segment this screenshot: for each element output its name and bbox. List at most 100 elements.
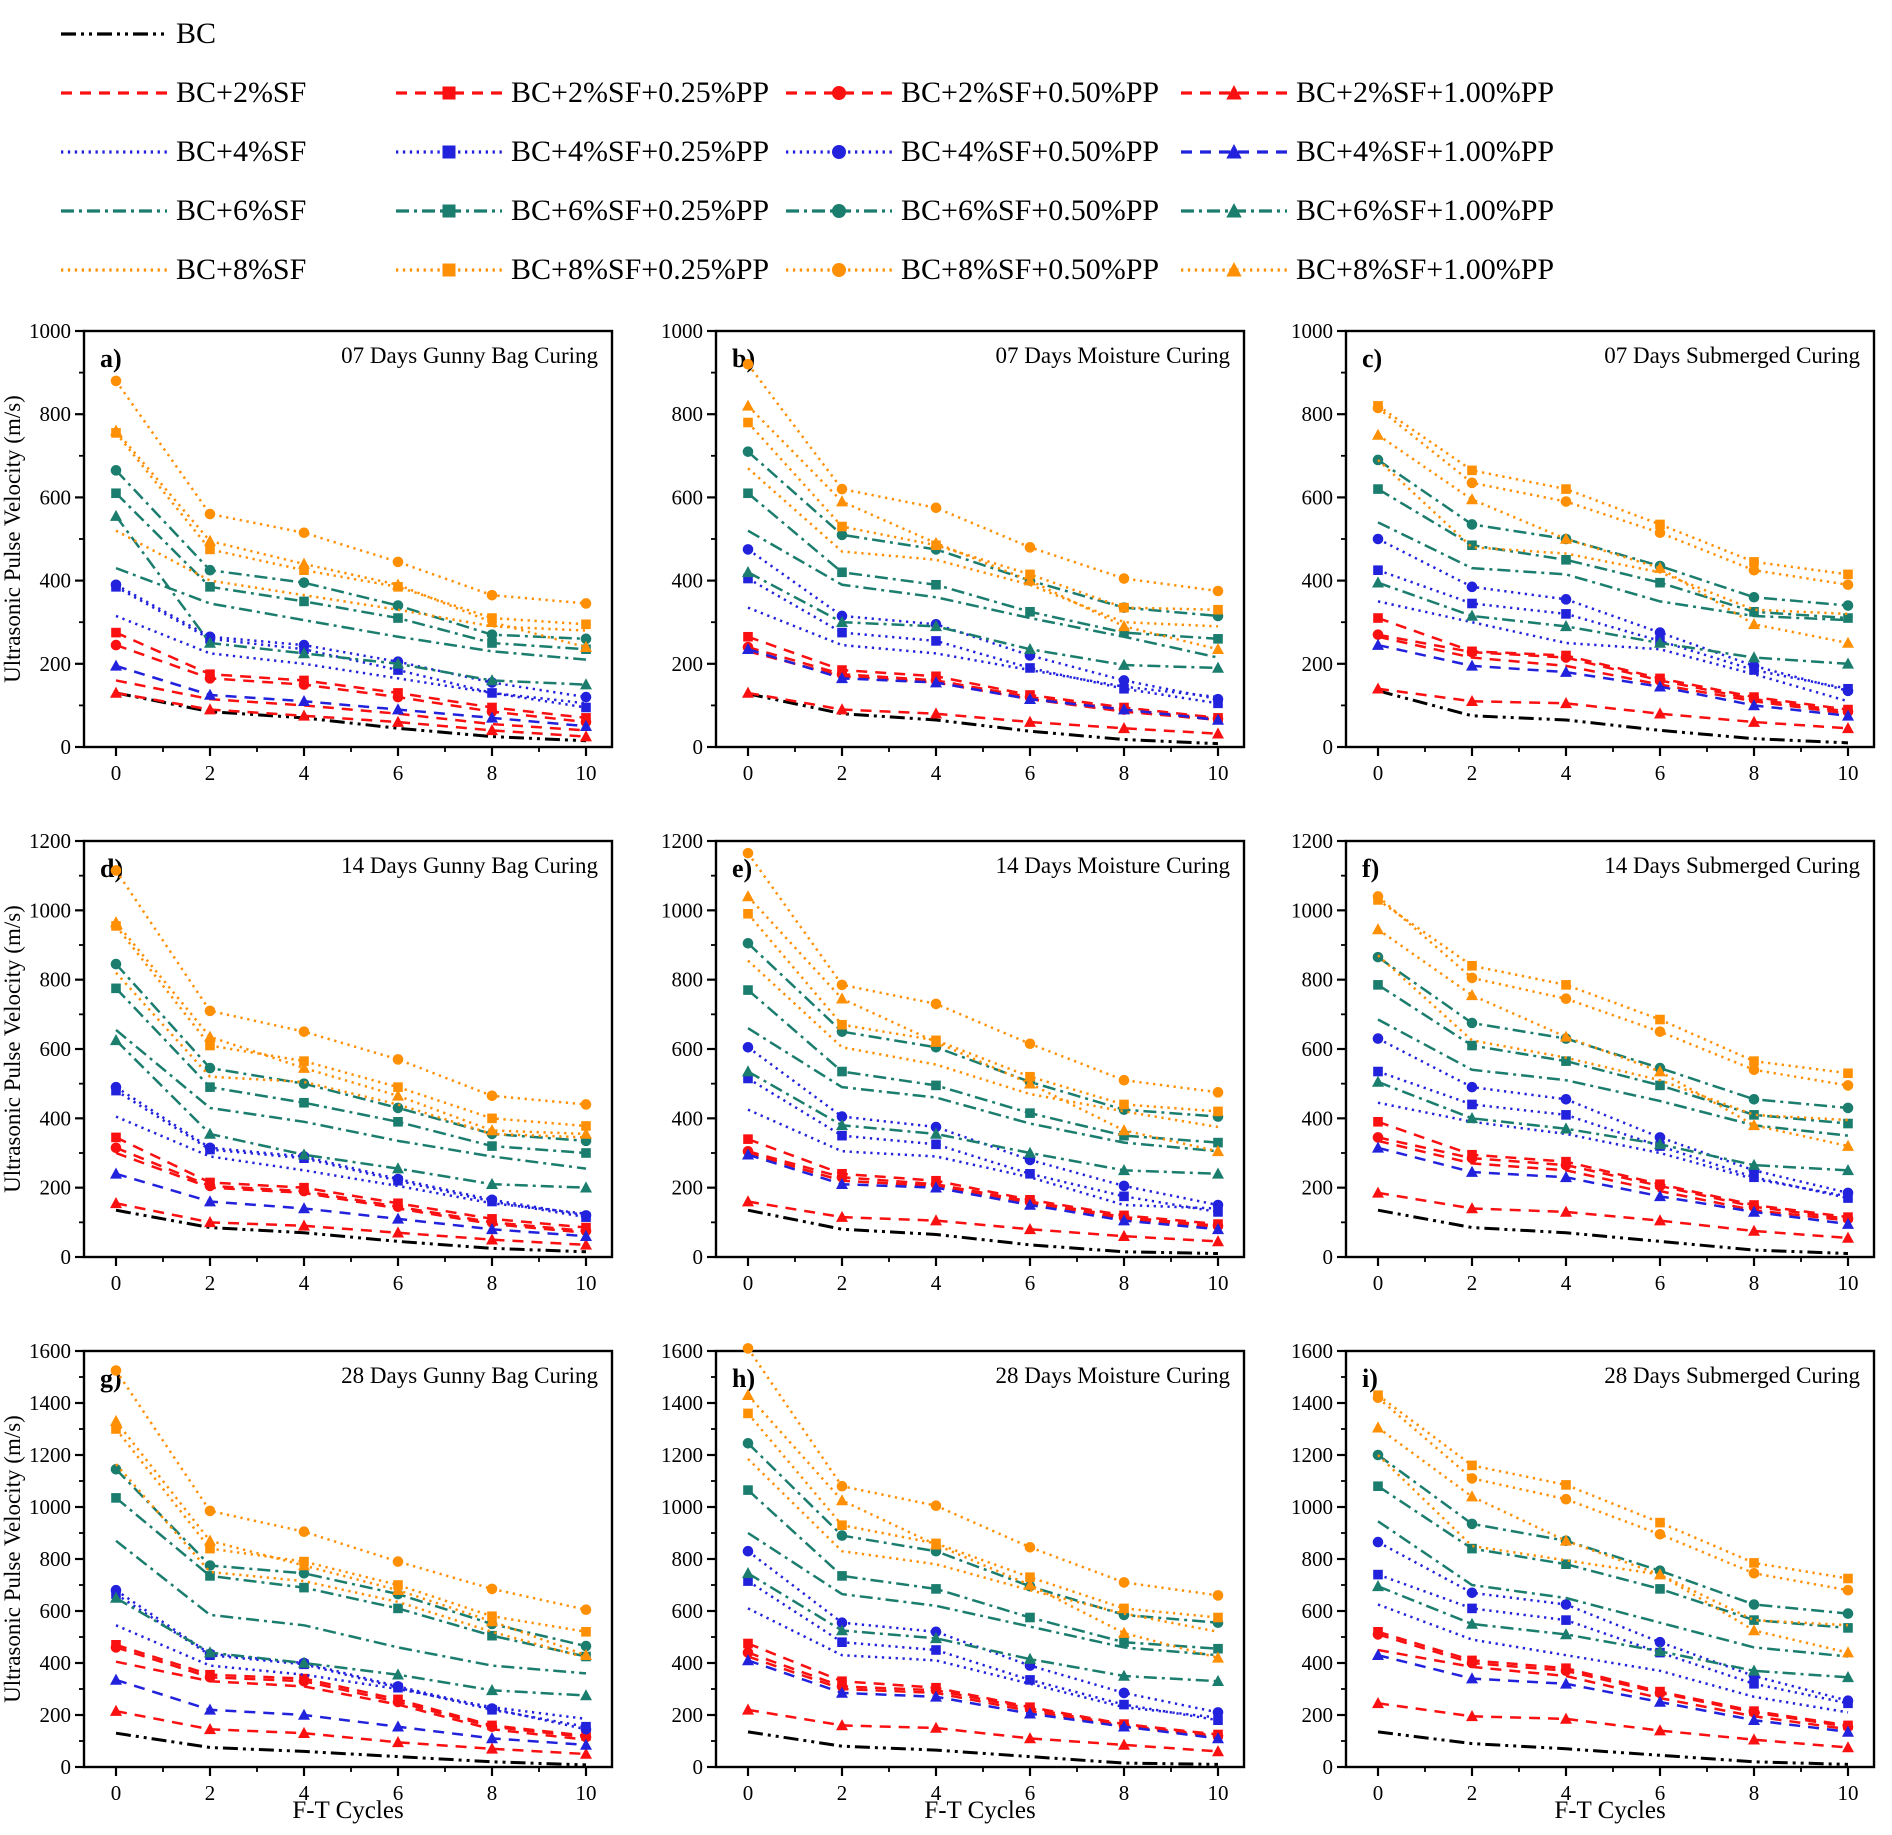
triangle-marker — [1842, 657, 1854, 669]
circle-marker — [110, 375, 122, 387]
series-line — [747, 1655, 1219, 1739]
triangle-marker — [1024, 574, 1036, 586]
square-marker — [487, 1113, 497, 1124]
series-line — [115, 1643, 587, 1738]
circle-marker — [1560, 594, 1572, 605]
series-line — [1377, 404, 1849, 576]
circle-marker — [1372, 1629, 1384, 1640]
triangle-marker — [298, 1559, 310, 1571]
series-BC+4%SF+1.00%PP — [742, 642, 1224, 725]
y-tick-label: 0 — [61, 1245, 72, 1269]
square-marker — [1119, 1603, 1129, 1614]
legend-row: BC+4%SF BC+4%SF+0.25%PP BC+4%SF+0.50%PP BC+… — [58, 122, 1892, 181]
triangle-marker — [204, 1703, 216, 1715]
triangle-marker — [298, 1061, 310, 1073]
legend-line-sample — [1181, 143, 1287, 158]
triangle-marker — [1466, 1710, 1478, 1722]
square-marker — [1561, 1110, 1571, 1120]
triangle-marker — [836, 992, 848, 1004]
circle-marker — [836, 1681, 848, 1692]
triangle-marker — [298, 1726, 310, 1738]
triangle-marker — [204, 1195, 216, 1207]
series-BC+2%SF+0.50%PP — [110, 1642, 592, 1743]
circle-marker — [298, 679, 310, 690]
series-line — [115, 1678, 587, 1747]
triangle-marker — [392, 1089, 404, 1101]
circle-marker — [580, 1724, 592, 1735]
triangle-marker — [1466, 1490, 1478, 1502]
square-marker — [1749, 607, 1759, 617]
circle-marker — [930, 1626, 942, 1638]
chart-panel-f: 0 200 400 600 800 1000 1200 0 2 4 6 8 10 f) 14 Days Su… — [1262, 815, 1892, 1325]
circle-marker — [742, 1041, 754, 1053]
square-marker — [111, 1424, 121, 1434]
series-line — [115, 614, 587, 705]
x-tick-label: 6 — [1655, 761, 1666, 785]
legend-label: BC+2%SF — [176, 75, 307, 109]
legend-label: BC+4%SF+0.50%PP — [901, 134, 1160, 168]
triangle-marker — [930, 620, 942, 632]
series-line — [115, 1428, 587, 1634]
square-marker — [1025, 607, 1035, 617]
circle-marker — [110, 639, 122, 651]
circle-marker — [930, 998, 942, 1010]
series-line — [747, 548, 1219, 701]
y-tick-label: 1000 — [1291, 1495, 1333, 1519]
series-BC+4%SF+0.50%PP — [742, 544, 1224, 705]
axis-ticks: 0 200 400 600 800 1000 1200 1400 1600 0 2 4 6 8 10 — [29, 1339, 597, 1805]
triangle-marker — [1118, 1124, 1130, 1136]
series-BC+2%SF — [1377, 635, 1849, 715]
triangle-marker — [930, 1538, 942, 1550]
x-tick-label: 10 — [1208, 761, 1229, 785]
chart-title: 07 Days Submerged Curing — [1604, 343, 1860, 368]
legend-label: BC+8%SF+0.50%PP — [901, 252, 1160, 286]
series-line — [1377, 1485, 1849, 1630]
series-line — [747, 1580, 1219, 1722]
x-axis-title: F-T Cycles — [1554, 1797, 1665, 1824]
triangle-marker — [1024, 715, 1036, 727]
square-marker — [743, 488, 753, 499]
square-marker — [1561, 555, 1571, 565]
series-BC+2%SF+1.00%PP — [110, 686, 592, 742]
series-BC+8%SF+0.25%PP — [1373, 1390, 1853, 1584]
square-marker — [1467, 961, 1477, 971]
y-tick-label: 400 — [40, 1651, 72, 1675]
plot-border — [1344, 839, 1876, 1259]
triangle-marker — [392, 715, 404, 727]
series-BC+8%SF+1.00%PP — [110, 916, 592, 1139]
triangle-marker — [204, 534, 216, 546]
square-marker — [1025, 1612, 1035, 1623]
square-marker — [837, 1066, 847, 1077]
circle-marker — [742, 1343, 754, 1354]
series-BC+8%SF+1.00%PP — [110, 424, 592, 652]
series-BC+4%SF+1.00%PP — [742, 1148, 1224, 1235]
circle-marker — [1466, 646, 1478, 658]
panel-letter: a) — [100, 344, 122, 373]
triangle-marker — [836, 1719, 848, 1731]
triangle-marker — [110, 1673, 122, 1685]
square-marker — [1373, 1481, 1383, 1491]
x-axis-title: F-T Cycles — [924, 1797, 1035, 1824]
x-tick-label: 8 — [1119, 761, 1130, 785]
square-marker — [837, 1637, 847, 1647]
square-marker — [1373, 1569, 1383, 1580]
series-line — [115, 921, 587, 1136]
series-BC+2%SF+1.00%PP — [110, 1196, 592, 1250]
series-line — [115, 1089, 587, 1219]
plot-border — [82, 329, 614, 749]
series-line — [747, 691, 1219, 735]
legend-row: BC+6%SF BC+6%SF+0.25%PP BC+6%SF+0.50%PP BC+… — [58, 181, 1892, 240]
square-marker — [299, 1582, 309, 1593]
series-line — [1377, 1208, 1849, 1256]
series-line — [115, 1202, 587, 1247]
triangle-marker — [1372, 1075, 1384, 1087]
triangle-marker — [742, 1703, 754, 1715]
y-tick-label: 800 — [672, 968, 704, 992]
series-line — [747, 577, 1219, 705]
triangle-marker — [1118, 1669, 1130, 1681]
series-line — [747, 959, 1219, 1129]
series-BC+8%SF+0.25%PP — [743, 909, 1223, 1117]
square-marker — [1373, 613, 1383, 623]
series-BC+6%SF — [1377, 1018, 1849, 1137]
triangle-marker — [930, 1721, 942, 1733]
